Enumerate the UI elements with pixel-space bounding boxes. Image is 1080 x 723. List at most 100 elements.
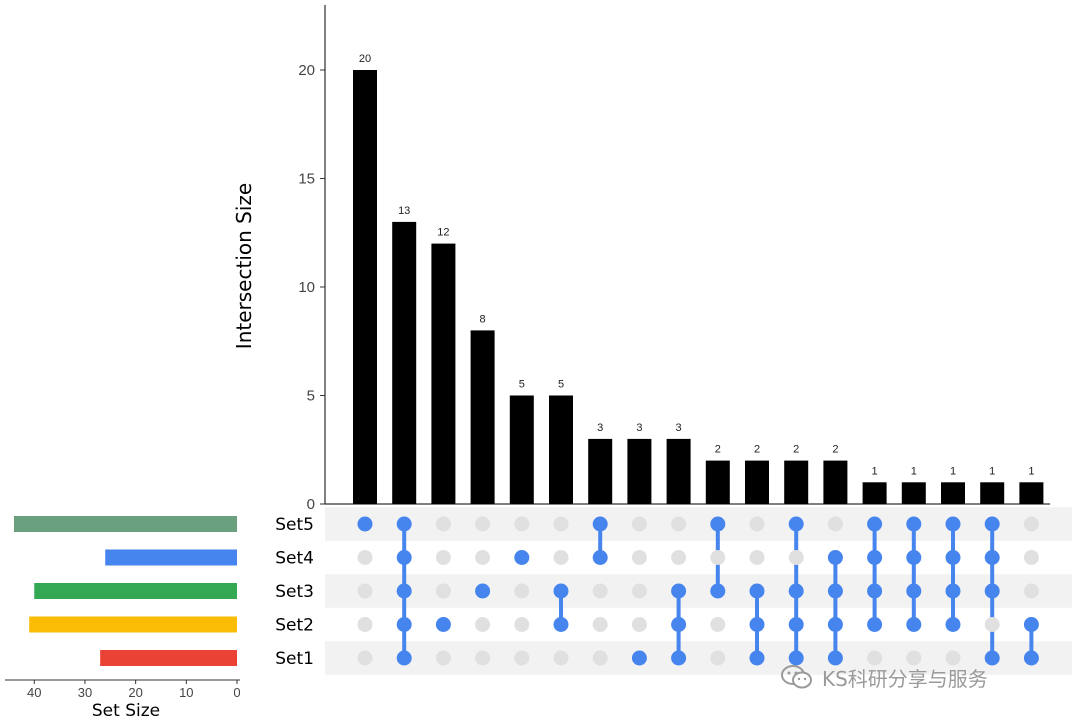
- matrix-dot-inactive: [671, 550, 687, 565]
- set-label: Set5: [275, 515, 314, 535]
- bar-value-label: 1: [1028, 465, 1034, 477]
- y-tick-label: 20: [298, 62, 315, 79]
- set-size-bar: [34, 583, 237, 599]
- set-label: Set2: [275, 616, 314, 636]
- matrix-dot-active: [906, 516, 922, 532]
- set-size-bar: [100, 650, 237, 666]
- intersection-bar: [588, 438, 613, 504]
- bar-value-label: 2: [754, 444, 760, 456]
- matrix-dot-active: [396, 650, 412, 666]
- matrix-dot-active: [749, 583, 765, 599]
- bar-value-label: 8: [480, 313, 486, 325]
- matrix-dot-active: [906, 550, 922, 565]
- intersection-bar: [784, 460, 809, 504]
- matrix-dot-active: [984, 516, 1000, 532]
- matrix-dot-active: [553, 583, 569, 599]
- matrix-dot-active: [671, 617, 687, 632]
- bar-value-label: 1: [872, 465, 878, 477]
- matrix-dot-inactive: [357, 550, 373, 565]
- intersection-bar: [392, 221, 417, 504]
- matrix-dot-inactive: [357, 617, 373, 632]
- matrix-dot-inactive: [671, 516, 687, 532]
- matrix-dot-inactive: [592, 617, 608, 632]
- matrix-dot-active: [514, 550, 530, 565]
- matrix-dot-inactive: [906, 650, 922, 666]
- matrix-dot-active: [906, 617, 922, 632]
- matrix-dot-inactive: [514, 583, 530, 599]
- matrix-dot-active: [671, 650, 687, 666]
- bar-value-label: 3: [597, 422, 603, 434]
- set-size-tick-label: 30: [78, 685, 92, 700]
- set-size-bar: [14, 516, 237, 532]
- matrix-dot-active: [867, 617, 883, 632]
- matrix-dot-inactive: [749, 516, 765, 532]
- matrix-dot-inactive: [475, 550, 491, 565]
- intersection-bar: [1019, 482, 1044, 504]
- matrix-dot-active: [867, 550, 883, 565]
- matrix-dot-inactive: [475, 617, 491, 632]
- intersection-bar: [353, 70, 377, 504]
- matrix-dot-active: [945, 617, 961, 632]
- intersection-bar: [509, 395, 534, 504]
- y-tick-label: 5: [307, 388, 315, 405]
- intersection-bar: [980, 482, 1005, 504]
- bar-value-label: 3: [676, 422, 682, 434]
- matrix-dot-active: [945, 583, 961, 599]
- set-label: Set4: [275, 549, 314, 569]
- matrix-dot-inactive: [710, 617, 726, 632]
- matrix-dot-inactive: [867, 650, 883, 666]
- set-label: Set1: [275, 649, 314, 669]
- bar-value-label: 1: [950, 465, 956, 477]
- matrix-dot-inactive: [435, 516, 451, 532]
- matrix-dot-inactive: [945, 650, 961, 666]
- y-tick-label: 15: [298, 171, 315, 188]
- matrix-dot-active: [867, 583, 883, 599]
- intersection-bar: [431, 243, 456, 504]
- bar-value-label: 2: [793, 444, 799, 456]
- matrix-dot-active: [631, 650, 647, 666]
- matrix-dot-active: [788, 583, 804, 599]
- intersection-bar: [745, 460, 769, 504]
- matrix-dot-inactive: [435, 650, 451, 666]
- matrix-dot-active: [396, 550, 412, 565]
- matrix-dot-active: [396, 583, 412, 599]
- matrix-dot-inactive: [514, 516, 530, 532]
- intersection-bar: [549, 395, 573, 504]
- set-size-tick-label: 10: [179, 685, 193, 700]
- matrix-dot-inactive: [435, 583, 451, 599]
- matrix-dot-active: [553, 617, 569, 632]
- matrix-dot-active: [984, 550, 1000, 565]
- matrix-dot-inactive: [710, 550, 726, 565]
- matrix-dot-inactive: [435, 550, 451, 565]
- matrix-dot-active: [710, 516, 726, 532]
- matrix-dot-active: [827, 650, 843, 666]
- matrix-dot-inactive: [1023, 550, 1039, 565]
- set-size-bar: [29, 616, 238, 633]
- matrix-dot-active: [475, 583, 491, 599]
- set-size-tick-label: 0: [233, 685, 240, 700]
- intersection-bar: [941, 482, 965, 504]
- watermark: KS科研分享与服务: [780, 662, 988, 692]
- bar-value-label: 13: [398, 205, 410, 217]
- bar-value-label: 12: [437, 227, 449, 239]
- matrix-dot-inactive: [514, 617, 530, 632]
- y-axis-title: Intersection Size: [232, 183, 256, 349]
- matrix-dot-active: [396, 617, 412, 632]
- matrix-dot-active: [671, 583, 687, 599]
- matrix-dot-active: [788, 617, 804, 632]
- matrix-dot-active: [357, 516, 373, 532]
- matrix-dot-inactive: [357, 650, 373, 666]
- matrix-dot-active: [710, 583, 726, 599]
- matrix-dot-inactive: [710, 650, 726, 666]
- matrix-dot-active: [435, 617, 451, 632]
- matrix-dot-active: [945, 516, 961, 532]
- matrix-dot-inactive: [514, 650, 530, 666]
- matrix-dot-inactive: [631, 550, 647, 565]
- matrix-dot-inactive: [553, 550, 569, 565]
- matrix-dot-active: [592, 550, 608, 565]
- matrix-dot-inactive: [631, 583, 647, 599]
- matrix-dot-active: [906, 583, 922, 599]
- matrix-dot-inactive: [1023, 583, 1039, 599]
- bar-value-label: 2: [715, 444, 721, 456]
